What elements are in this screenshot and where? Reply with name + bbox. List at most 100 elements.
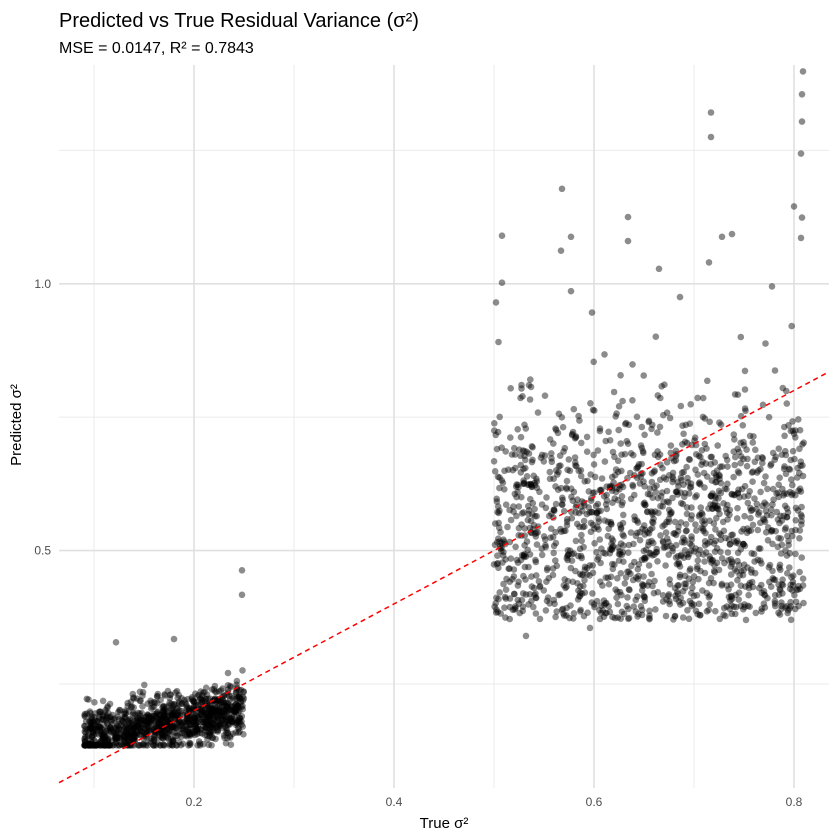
data-point <box>233 718 241 726</box>
data-point <box>786 585 794 593</box>
data-point <box>536 488 543 496</box>
data-point <box>682 584 689 591</box>
data-point <box>687 515 695 523</box>
data-point <box>156 720 163 728</box>
data-point <box>188 716 196 723</box>
data-point <box>233 706 240 714</box>
data-point <box>641 597 649 605</box>
data-point <box>528 443 536 450</box>
data-point <box>606 550 614 557</box>
data-point <box>744 602 752 610</box>
data-point <box>151 742 158 749</box>
data-point <box>101 739 108 746</box>
data-point <box>770 496 777 504</box>
data-point <box>694 394 701 402</box>
data-point <box>215 709 222 716</box>
data-point <box>186 721 193 728</box>
data-point <box>677 489 684 496</box>
data-point <box>195 713 202 721</box>
data-point <box>600 492 608 500</box>
data-point <box>734 549 742 557</box>
data-point <box>182 732 189 739</box>
data-point <box>578 571 585 579</box>
data-point <box>154 739 161 747</box>
data-point <box>109 728 116 736</box>
data-point <box>776 564 783 571</box>
data-point <box>549 571 557 579</box>
data-point <box>197 695 204 702</box>
data-point <box>174 732 181 740</box>
data-point <box>602 574 610 581</box>
data-point <box>665 499 673 506</box>
data-point <box>618 467 625 475</box>
data-point <box>169 742 176 749</box>
data-point <box>118 735 126 743</box>
data-point <box>658 383 665 390</box>
data-point <box>759 459 766 467</box>
data-point <box>122 729 129 737</box>
data-point <box>506 565 513 572</box>
data-point <box>520 552 527 559</box>
data-point <box>590 461 598 468</box>
data-point <box>674 582 681 589</box>
data-point <box>521 550 528 558</box>
data-point <box>627 570 634 578</box>
data-point <box>734 445 742 453</box>
data-point <box>768 527 776 534</box>
data-point <box>762 507 770 515</box>
data-point <box>740 540 747 548</box>
data-point <box>204 708 212 715</box>
data-point <box>697 453 704 461</box>
data-point <box>567 602 574 609</box>
data-point <box>726 506 734 514</box>
data-point <box>139 689 147 696</box>
data-point <box>197 688 205 695</box>
data-point <box>552 557 559 564</box>
data-point <box>82 742 89 749</box>
data-point <box>130 735 138 742</box>
data-point <box>126 715 134 723</box>
data-point <box>794 586 802 593</box>
data-point <box>90 722 98 729</box>
data-point <box>644 508 651 515</box>
data-point <box>183 703 191 710</box>
data-point <box>546 475 554 483</box>
data-point <box>525 381 533 389</box>
data-point <box>89 728 97 735</box>
data-point <box>674 588 681 596</box>
data-point <box>100 721 107 728</box>
data-point <box>506 615 513 623</box>
data-point <box>796 426 804 434</box>
data-point <box>617 440 624 447</box>
data-point <box>128 721 136 729</box>
data-point <box>590 601 598 608</box>
data-point <box>727 556 735 563</box>
data-point <box>767 528 775 535</box>
data-point <box>506 578 513 585</box>
data-point <box>160 709 168 716</box>
data-point <box>207 700 214 708</box>
data-point <box>81 722 88 730</box>
data-point <box>199 689 207 696</box>
data-point <box>632 532 640 540</box>
data-point <box>136 726 144 733</box>
data-point <box>214 728 222 735</box>
data-point <box>612 466 620 473</box>
data-point <box>135 722 142 730</box>
data-point <box>581 523 588 530</box>
data-point <box>131 733 139 741</box>
data-point <box>115 716 123 723</box>
data-point <box>624 440 632 448</box>
data-point <box>236 728 243 735</box>
data-point <box>500 538 508 545</box>
data-point <box>646 607 653 615</box>
data-point <box>598 545 605 552</box>
data-point <box>625 421 633 429</box>
data-point <box>192 701 200 709</box>
data-point <box>225 692 233 700</box>
data-point <box>502 614 509 621</box>
data-point <box>156 726 164 733</box>
data-point <box>536 615 544 623</box>
data-point <box>519 603 527 610</box>
data-point <box>783 490 791 498</box>
